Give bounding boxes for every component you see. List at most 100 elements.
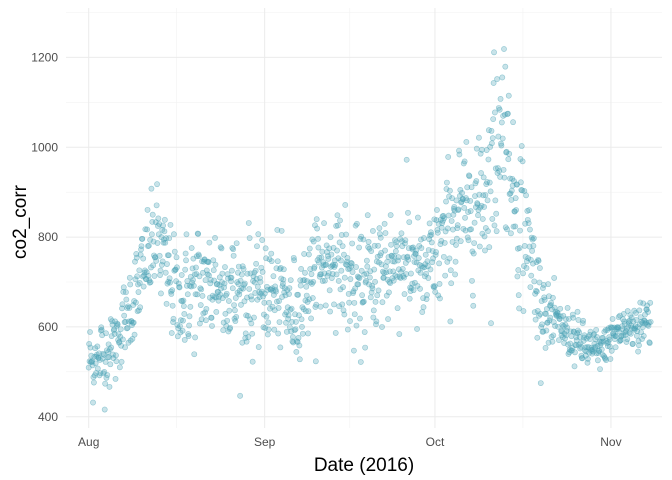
data-point: [541, 296, 548, 303]
data-point: [493, 210, 500, 217]
data-point: [163, 300, 170, 307]
data-point: [396, 331, 403, 337]
data-point: [429, 248, 436, 254]
data-point: [225, 298, 232, 304]
data-point: [565, 315, 572, 322]
data-point: [539, 321, 545, 328]
data-point: [254, 283, 261, 290]
data-point: [219, 270, 226, 277]
data-point: [399, 266, 406, 272]
data-point: [630, 340, 636, 347]
data-point: [186, 322, 192, 329]
data-point: [435, 292, 442, 299]
data-point: [153, 202, 160, 209]
data-point: [134, 273, 141, 280]
data-point: [597, 366, 603, 372]
data-point: [193, 264, 199, 271]
data-point: [182, 250, 189, 257]
data-point: [237, 392, 244, 399]
data-point: [185, 331, 192, 337]
data-point: [562, 316, 569, 322]
data-point: [428, 239, 435, 246]
data-point: [574, 308, 581, 315]
data-point: [339, 243, 346, 250]
data-point: [140, 283, 147, 290]
data-point: [196, 320, 203, 327]
data-point: [262, 245, 269, 252]
data-point: [196, 273, 203, 280]
data-point: [517, 179, 524, 186]
y-tick-label: 1000: [31, 140, 58, 154]
data-point: [180, 317, 186, 324]
data-point: [183, 282, 190, 289]
data-point: [640, 332, 647, 339]
data-point: [167, 221, 174, 228]
data-point: [317, 303, 324, 310]
data-point: [231, 302, 237, 308]
data-point: [551, 275, 558, 281]
data-point: [434, 207, 440, 213]
data-point: [419, 309, 426, 315]
data-point: [467, 208, 474, 214]
data-point: [374, 292, 381, 299]
data-point: [161, 216, 168, 223]
data-point: [564, 324, 571, 331]
data-point: [133, 254, 140, 261]
data-point: [340, 284, 346, 291]
data-point: [603, 357, 609, 363]
data-point: [373, 318, 380, 325]
data-point: [564, 304, 571, 311]
data-point: [353, 264, 359, 270]
data-point: [438, 224, 445, 231]
data-point: [299, 323, 305, 330]
data-point: [360, 236, 367, 243]
data-point: [492, 109, 498, 116]
data-point: [334, 247, 340, 254]
data-point: [334, 222, 341, 229]
data-point: [274, 227, 281, 233]
data-point: [447, 187, 453, 194]
data-point: [187, 303, 194, 310]
data-point: [393, 243, 400, 249]
data-point: [633, 317, 640, 323]
data-point: [135, 289, 142, 295]
data-point: [286, 324, 293, 331]
data-point: [547, 314, 554, 321]
data-point: [527, 284, 534, 291]
data-point: [417, 285, 423, 292]
data-point: [525, 220, 532, 226]
data-point: [163, 235, 170, 242]
data-point: [480, 174, 487, 181]
data-point: [113, 358, 120, 365]
data-point: [184, 291, 191, 298]
data-point: [447, 318, 454, 325]
data-point: [249, 330, 256, 337]
data-point: [293, 348, 300, 355]
data-point: [198, 316, 205, 323]
data-point: [351, 311, 358, 318]
x-axis-tick-labels: Aug Sep Oct Nov: [78, 435, 622, 449]
data-point: [360, 298, 367, 305]
data-point: [421, 235, 427, 241]
data-point: [149, 211, 156, 218]
data-point: [119, 301, 126, 308]
y-tick-label: 800: [38, 230, 58, 244]
data-point: [296, 356, 303, 363]
data-point: [248, 320, 255, 327]
data-point: [338, 232, 345, 238]
y-axis-title: co2_corr: [10, 184, 31, 259]
data-point: [219, 279, 225, 286]
data-point: [295, 334, 302, 341]
data-point: [454, 225, 461, 232]
data-point: [637, 314, 644, 320]
data-point: [422, 251, 429, 258]
data-point: [254, 243, 260, 250]
data-point: [178, 272, 185, 278]
data-point: [90, 399, 96, 406]
data-point: [365, 238, 372, 245]
data-point: [521, 243, 528, 249]
data-point: [106, 354, 112, 361]
data-point: [252, 267, 259, 274]
x-tick-label: Sep: [254, 435, 276, 449]
data-point: [145, 242, 152, 249]
